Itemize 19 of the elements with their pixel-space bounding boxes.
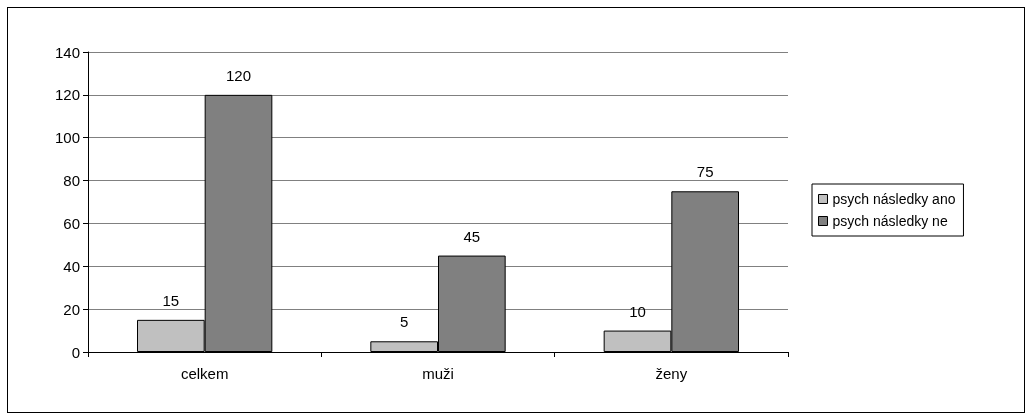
data-label: 10 (629, 302, 646, 320)
y-tick-label: 100 (54, 129, 80, 147)
y-tick-label: 20 (63, 300, 80, 318)
legend-label: psych následky ano (832, 191, 956, 207)
data-label: 5 (399, 313, 409, 331)
data-label: 15 (162, 291, 180, 309)
y-tick-label: 0 (71, 343, 80, 361)
x-tick-label: muži (422, 365, 454, 382)
data-label: 75 (696, 163, 714, 181)
y-tick-label: 80 (63, 172, 80, 190)
legend-label: psych následky ne (832, 213, 948, 229)
y-tick-label: 120 (54, 86, 80, 104)
data-label: 45 (463, 227, 481, 245)
y-tick-label: 40 (63, 257, 80, 275)
x-tick-label: celkem (180, 365, 229, 382)
y-tick-label: 60 (63, 214, 80, 232)
x-tick-label: ženy (655, 365, 688, 382)
data-label: 120 (225, 66, 252, 84)
y-tick-label: 140 (54, 43, 80, 61)
